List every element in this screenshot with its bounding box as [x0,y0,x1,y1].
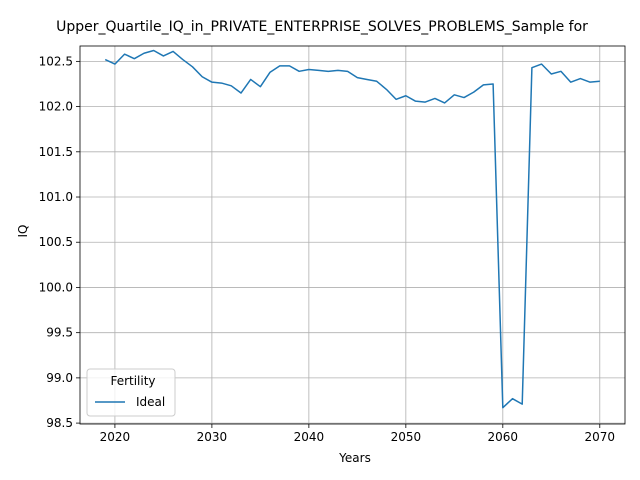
y-tick-label: 101.0 [39,190,73,204]
y-tick-label: 101.5 [39,145,73,159]
y-tick-label: 98.5 [46,416,73,430]
series-layer [104,49,600,409]
x-tick-label: 2060 [488,430,519,444]
plot-frame [79,45,626,425]
y-tick-label: 99.5 [46,326,73,340]
series-line-ideal [104,49,600,409]
y-tick-label: 99.0 [46,371,73,385]
chart-title: Upper_Quartile_IQ_in_PRIVATE_ENTERPRISE_… [56,19,588,35]
y-tick-label: 100.0 [39,280,73,294]
y-axis-label: IQ [16,225,30,238]
legend: Fertility Ideal [86,368,176,417]
x-tick-label: 2030 [197,430,228,444]
x-tick-label: 2040 [294,430,325,444]
x-tick-label: 2050 [391,430,422,444]
grid-lines [80,46,625,424]
x-tick-label: 2020 [100,430,131,444]
y-axis-ticks: 98.5 99.0 99.5 100.0 100.5 101.0 101.5 102.0 102… [39,54,80,430]
y-tick-label: 102.0 [39,100,73,114]
x-axis-label: Years [338,451,371,465]
legend-label-ideal: Ideal [136,395,165,409]
x-axis-ticks: 2020 2030 2040 2050 2060 2070 [100,424,615,444]
legend-box [86,368,176,417]
y-tick-label: 102.5 [39,54,73,68]
legend-title: Fertility [110,374,155,388]
x-tick-label: 2070 [585,430,616,444]
y-tick-label: 100.5 [39,235,73,249]
